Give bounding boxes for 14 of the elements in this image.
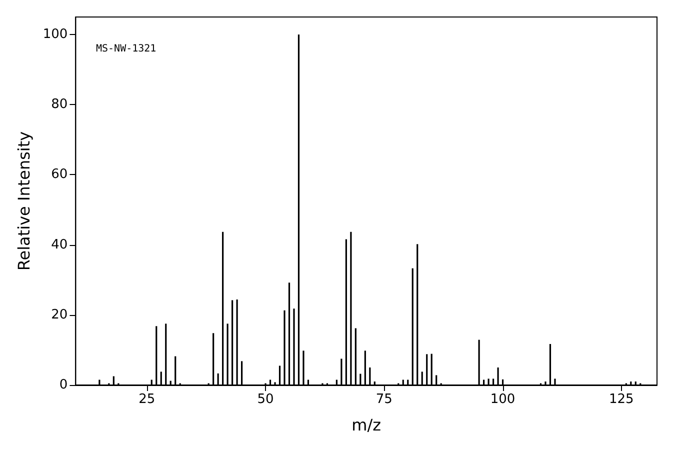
y-tick-label: 0 <box>59 378 68 392</box>
y-tick-label: 60 <box>51 167 68 182</box>
annotation: MS-NW-1321 <box>96 44 156 54</box>
x-tick-label: 125 <box>608 392 634 407</box>
x-tick-label: 75 <box>376 392 392 407</box>
y-tick-label: 20 <box>51 307 68 322</box>
y-tick-label: 40 <box>51 237 68 252</box>
x-axis-title: m/z <box>352 416 382 434</box>
y-axis-title: Relative Intensity <box>14 131 34 271</box>
x-tick-label: 100 <box>490 392 516 407</box>
x-tick-label: 25 <box>138 392 156 407</box>
y-tick-label: 80 <box>51 97 68 112</box>
x-tick-label: 50 <box>257 392 274 407</box>
y-tick-label: 100 <box>42 27 68 42</box>
